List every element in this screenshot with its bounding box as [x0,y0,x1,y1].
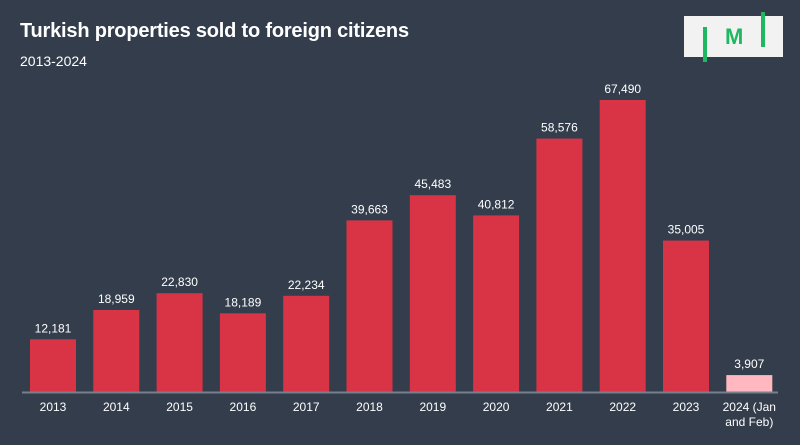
data-label: 67,490 [604,82,641,96]
x-tick-label: 2019 [419,400,446,414]
data-label: 35,005 [668,223,705,237]
data-label: 58,576 [541,121,578,135]
x-tick-label: 2020 [483,400,510,414]
data-label: 40,812 [478,197,515,211]
x-tick-label: 2022 [609,400,636,414]
bar-2014 [93,309,140,392]
x-tick-label: 2016 [230,400,257,414]
bar-2021 [536,138,583,392]
x-tick-label: 2018 [356,400,383,414]
brand-logo: M [684,12,783,62]
x-tick-label: 2023 [673,400,700,414]
logo-right-bar [761,12,765,47]
bar-2022 [599,100,646,392]
x-tick-label: 2015 [166,400,193,414]
chart-subtitle: 2013-2024 [20,53,87,69]
data-label: 45,483 [414,177,451,191]
data-label: 39,663 [351,202,388,216]
bar-2020 [473,215,520,392]
x-tick-label: 2017 [293,400,320,414]
x-tick-label: 2021 [546,400,573,414]
bar-2023 [663,240,709,392]
data-label: 18,959 [98,292,135,306]
x-tick-label: 2014 [103,400,130,414]
logo-letter: M [725,24,744,49]
bar-2017 [283,295,330,392]
x-tick-label: 2013 [40,400,67,414]
bar-2019 [409,195,456,392]
data-label: 18,189 [225,295,262,309]
bar-2013 [30,339,76,392]
data-label: 22,830 [161,275,198,289]
x-tick-label: 2024 (Jan [723,400,776,414]
bar-2016 [219,313,266,392]
data-label: 12,181 [35,321,72,335]
chart-title: Turkish properties sold to foreign citiz… [20,20,409,42]
bar-2015 [156,293,203,392]
bar-2018 [346,220,393,392]
data-label: 3,907 [734,357,764,371]
x-tick-label: and Feb) [725,415,773,429]
logo-left-bar [703,27,707,62]
bar-2024 [726,375,773,392]
data-label: 22,234 [288,278,325,292]
